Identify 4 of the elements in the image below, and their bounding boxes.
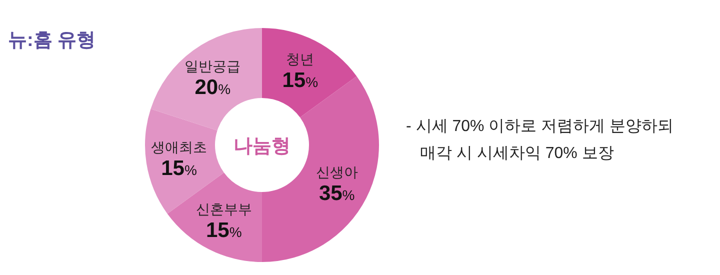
- text: 매각 시 시세차익 70% 보장: [420, 145, 614, 162]
- text: - 시세 70% 이하로 저렴하게 분양하되: [406, 118, 674, 135]
- text: 나눔형: [234, 136, 290, 157]
- chart-title: 뉴:홈 유형: [8, 30, 96, 51]
